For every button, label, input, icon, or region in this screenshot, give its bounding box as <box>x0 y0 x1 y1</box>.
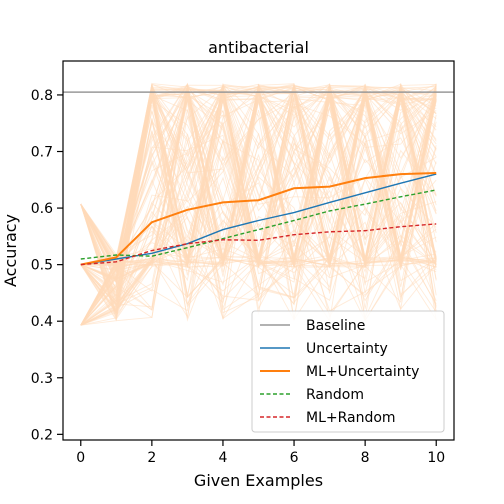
trial-line <box>80 85 437 326</box>
y-tick-label: 0.5 <box>31 258 53 274</box>
trial-line <box>80 85 437 301</box>
trial-line <box>80 83 437 326</box>
y-tick-label: 0.8 <box>31 88 53 104</box>
series-line-2 <box>80 189 437 260</box>
legend-label: ML+Random <box>306 410 396 426</box>
legend-label: Random <box>306 387 364 403</box>
y-tick-label: 0.3 <box>31 371 53 387</box>
legend-label: Uncertainty <box>306 341 388 357</box>
y-tick-label: 0.2 <box>31 427 53 443</box>
series-line-1 <box>80 172 437 266</box>
x-tick-label: 10 <box>427 450 445 466</box>
trial-line <box>80 96 437 292</box>
y-tick-label: 0.4 <box>31 314 53 330</box>
legend-box <box>251 310 445 433</box>
trial-line <box>80 92 437 273</box>
x-tick-label: 0 <box>76 450 85 466</box>
trial-line <box>80 97 437 312</box>
legend-label: ML+Uncertainty <box>306 364 419 380</box>
legend: Baseline Uncertainty ML+Uncertainty Random M… <box>251 310 445 433</box>
trial-line <box>80 90 437 320</box>
legend-label: Baseline <box>306 318 365 334</box>
trial-line <box>80 82 437 274</box>
trial-line <box>80 86 437 268</box>
trial-line <box>80 90 437 284</box>
trial-line <box>80 83 437 266</box>
x-tick-label: 6 <box>290 450 299 466</box>
series-lines <box>63 91 454 266</box>
chart-title: antibacterial <box>208 38 309 57</box>
x-tick-label: 2 <box>147 450 156 466</box>
x-axis-label: Given Examples <box>194 471 323 490</box>
y-tick-label: 0.7 <box>31 145 53 161</box>
trial-line <box>80 87 437 326</box>
y-tick-label: 0.6 <box>31 201 53 217</box>
trial-line <box>80 101 437 312</box>
background-trial-lines <box>80 82 437 326</box>
trial-line <box>80 84 437 326</box>
series-line-3 <box>80 223 437 266</box>
plot-frame <box>62 60 455 441</box>
trial-line <box>80 87 437 299</box>
trial-line <box>80 87 437 326</box>
axes: 0 2 4 6 8 10 0.2 0.3 0.4 0.5 0.6 0.7 0.8 antibacteria… <box>1 38 455 490</box>
x-tick-label: 8 <box>361 450 370 466</box>
y-axis-label: Accuracy <box>1 214 20 287</box>
trial-line <box>80 90 437 313</box>
x-tick-label: 4 <box>218 450 227 466</box>
trial-line <box>80 85 437 326</box>
trial-line <box>80 85 437 326</box>
